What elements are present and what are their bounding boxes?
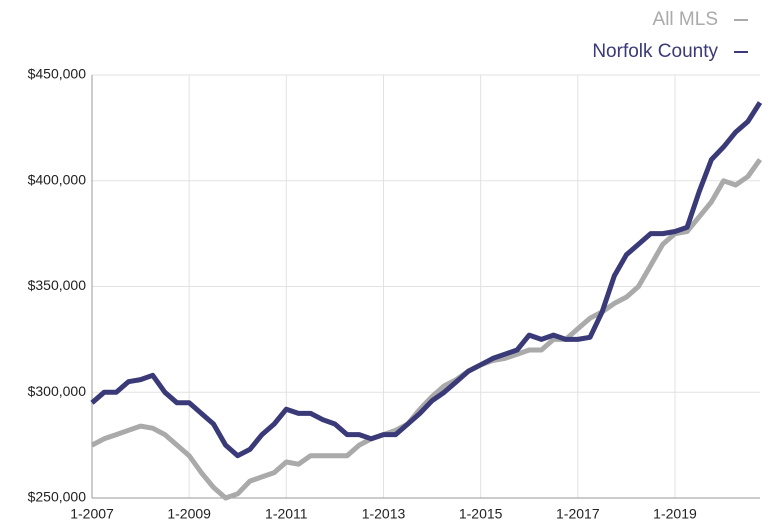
x-tick-label: 1-2007 [70,506,114,522]
series-line [90,158,763,501]
y-tick-label: $350,000 [28,277,87,293]
legend-label: Norfolk County [592,41,718,62]
x-tick-label: 1-2013 [362,506,406,522]
y-tick-label: $250,000 [28,489,87,505]
y-tick-label: $300,000 [28,383,87,399]
x-tick-label: 1-2009 [167,506,211,522]
x-tick-label: 1-2017 [556,506,600,522]
x-tick-label: 1-2011 [265,506,308,522]
series-line [90,101,763,459]
legend-label: All MLS [653,9,718,30]
y-tick-label: $400,000 [28,171,87,187]
x-tick-label: 1-2019 [653,506,697,522]
x-tick-label: 1-2015 [459,506,503,522]
y-tick-label: $450,000 [28,66,87,82]
